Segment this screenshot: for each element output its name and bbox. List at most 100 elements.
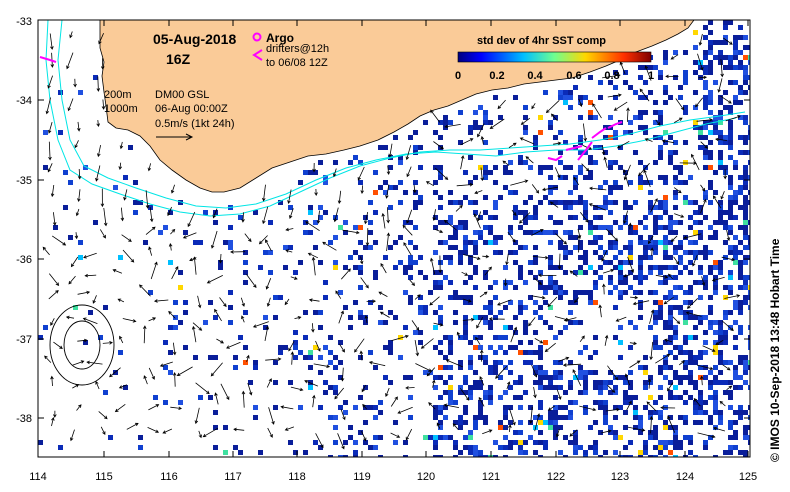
current-vector [390, 432, 401, 438]
sst-pixel [688, 225, 693, 230]
sst-pixel [598, 380, 603, 385]
sst-pixel [713, 170, 718, 175]
sst-pixel [548, 265, 553, 270]
sst-pixel [653, 220, 658, 225]
sst-pixel [703, 125, 708, 130]
sst-pixel [648, 210, 653, 215]
sst-pixel [748, 345, 750, 350]
sst-pixel [683, 310, 688, 315]
current-vector [49, 33, 54, 50]
sst-pixel [668, 265, 673, 270]
sst-pixel [723, 310, 728, 315]
current-vector [266, 378, 272, 388]
sst-pixel [488, 325, 493, 330]
sst-pixel [363, 215, 368, 220]
sst-pixel [478, 405, 483, 410]
sst-pixel [333, 235, 338, 240]
sst-pixel [648, 455, 653, 457]
sst-pixel [643, 250, 648, 255]
current-vector [431, 379, 436, 388]
current-vector [95, 165, 101, 182]
sst-pixel [268, 270, 273, 275]
sst-pixel [468, 155, 473, 160]
sst-pixel [668, 225, 673, 230]
sst-pixel [713, 375, 718, 380]
current-vector [426, 367, 436, 377]
sst-pixel [443, 275, 448, 280]
sst-pixel [703, 165, 708, 170]
sst-pixel [438, 145, 443, 150]
sst-pixel [643, 130, 648, 135]
current-vector [100, 58, 105, 70]
current-vector [147, 163, 152, 172]
drifters-label-line1: drifters@12h [266, 43, 329, 55]
sst-pixel [233, 445, 238, 450]
current-vector [664, 338, 673, 343]
sst-pixel [723, 450, 728, 455]
sst-pixel [683, 290, 688, 295]
sst-pixel [538, 350, 543, 355]
sst-pixel [378, 455, 383, 457]
sst-pixel [263, 315, 268, 320]
sst-pixel [403, 325, 408, 330]
sst-pixel [528, 435, 533, 440]
sst-pixel [643, 440, 648, 445]
sst-pixel [508, 280, 513, 285]
current-vector [720, 59, 724, 78]
sst-pixel [663, 355, 668, 360]
sst-pixel [478, 235, 483, 240]
current-vector [556, 389, 562, 400]
sst-pixel [663, 55, 668, 60]
current-vector [48, 273, 60, 287]
sst-pixel [478, 335, 483, 340]
current-vector [547, 405, 555, 411]
sst-pixel [448, 200, 453, 205]
sst-pixel [723, 255, 728, 260]
current-vector [667, 273, 674, 280]
sst-pixel [733, 190, 738, 195]
sst-pixel [243, 250, 248, 255]
sst-pixel [103, 305, 108, 310]
sst-pixel [258, 265, 263, 270]
current-vector [655, 119, 661, 126]
sst-pixel [538, 285, 543, 290]
sst-pixel [513, 215, 518, 220]
sst-pixel [743, 380, 748, 385]
current-vector [337, 190, 342, 205]
sst-pixel [698, 65, 703, 70]
sst-pixel [453, 290, 458, 295]
sst-pixel [573, 290, 578, 295]
sst-pixel [673, 195, 678, 200]
sst-pixel [713, 115, 718, 120]
sst-pixel [423, 120, 428, 125]
sst-pixel [583, 95, 588, 100]
sst-pixel [613, 160, 618, 165]
current-vector [210, 362, 223, 377]
sst-pixel [393, 315, 398, 320]
current-vector [602, 73, 621, 79]
sst-pixel [383, 180, 388, 185]
sst-pixel [673, 430, 678, 435]
sst-pixel [743, 180, 748, 185]
current-vector [462, 298, 472, 303]
sst-pixel [613, 375, 618, 380]
sst-pixel [618, 435, 623, 440]
sst-pixel [583, 450, 588, 455]
current-vector [473, 213, 481, 229]
current-vector [333, 207, 339, 223]
sst-pixel [348, 160, 353, 165]
sst-pixel [668, 255, 673, 260]
sst-pixel [653, 410, 658, 415]
sst-pixel [308, 350, 313, 355]
sst-pixel [668, 425, 673, 430]
sst-pixel [583, 270, 588, 275]
sst-pixel [613, 200, 618, 205]
sst-pixel [693, 400, 698, 405]
sst-pixel [178, 400, 183, 405]
sst-pixel [363, 440, 368, 445]
current-vector [379, 311, 390, 318]
sst-pixel [663, 325, 668, 330]
sst-pixel [323, 295, 328, 300]
sst-pixel [528, 295, 533, 300]
sst-pixel [533, 380, 538, 385]
